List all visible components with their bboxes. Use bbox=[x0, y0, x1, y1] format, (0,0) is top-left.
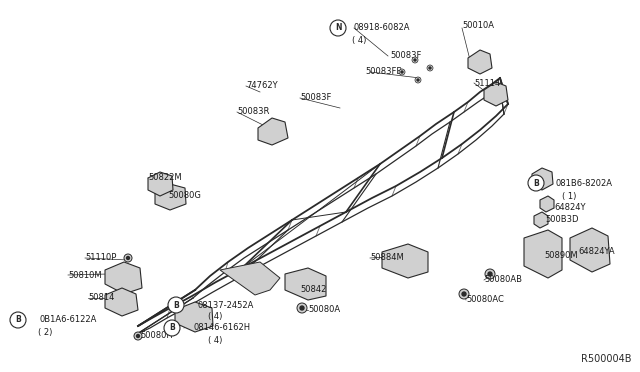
Circle shape bbox=[528, 175, 544, 191]
Text: 50083F: 50083F bbox=[300, 93, 332, 103]
Text: 50083R: 50083R bbox=[237, 108, 269, 116]
Text: ( 2): ( 2) bbox=[38, 327, 52, 337]
Circle shape bbox=[127, 257, 129, 260]
Circle shape bbox=[412, 57, 418, 63]
Circle shape bbox=[330, 20, 346, 36]
Circle shape bbox=[124, 254, 132, 262]
Text: B: B bbox=[169, 324, 175, 333]
Polygon shape bbox=[534, 212, 548, 228]
Polygon shape bbox=[155, 184, 186, 210]
Text: ( 1): ( 1) bbox=[562, 192, 577, 201]
Text: R500004B: R500004B bbox=[582, 354, 632, 364]
Text: 50083F: 50083F bbox=[390, 51, 421, 61]
Circle shape bbox=[459, 289, 469, 299]
Text: 0B1A6-6122A: 0B1A6-6122A bbox=[40, 315, 97, 324]
Circle shape bbox=[300, 306, 304, 310]
Text: 51110P: 51110P bbox=[85, 253, 116, 263]
Text: ( 4): ( 4) bbox=[208, 312, 222, 321]
Text: 50083FB: 50083FB bbox=[365, 67, 403, 77]
Text: 64824Y: 64824Y bbox=[554, 203, 586, 212]
Text: 50080A: 50080A bbox=[308, 305, 340, 314]
Text: B: B bbox=[15, 315, 21, 324]
Circle shape bbox=[168, 297, 184, 313]
Text: 50890M: 50890M bbox=[544, 251, 578, 260]
Circle shape bbox=[488, 272, 492, 276]
Polygon shape bbox=[285, 268, 326, 300]
Polygon shape bbox=[468, 50, 492, 74]
Circle shape bbox=[136, 334, 140, 337]
Text: ( 4): ( 4) bbox=[352, 35, 366, 45]
Circle shape bbox=[427, 65, 433, 71]
Text: 08146-6162H: 08146-6162H bbox=[194, 324, 251, 333]
Polygon shape bbox=[532, 168, 553, 190]
Polygon shape bbox=[258, 118, 288, 145]
Text: 50814: 50814 bbox=[88, 294, 115, 302]
Circle shape bbox=[415, 77, 421, 83]
Circle shape bbox=[414, 59, 416, 61]
Circle shape bbox=[399, 69, 405, 75]
Text: 50080AC: 50080AC bbox=[466, 295, 504, 305]
Circle shape bbox=[297, 303, 307, 313]
Polygon shape bbox=[105, 288, 138, 316]
Text: 50842: 50842 bbox=[300, 285, 326, 295]
Text: 50080H: 50080H bbox=[140, 331, 173, 340]
Text: B: B bbox=[533, 179, 539, 187]
Polygon shape bbox=[105, 262, 142, 294]
Circle shape bbox=[417, 79, 419, 81]
Circle shape bbox=[401, 71, 403, 73]
Text: 081B6-8202A: 081B6-8202A bbox=[555, 179, 612, 187]
Circle shape bbox=[462, 292, 466, 296]
Polygon shape bbox=[220, 262, 280, 295]
Text: 74762Y: 74762Y bbox=[246, 81, 278, 90]
Circle shape bbox=[134, 332, 142, 340]
Polygon shape bbox=[382, 244, 428, 278]
Circle shape bbox=[485, 269, 495, 279]
Text: 50884M: 50884M bbox=[370, 253, 404, 263]
Polygon shape bbox=[524, 230, 562, 278]
Circle shape bbox=[164, 320, 180, 336]
Text: N: N bbox=[335, 23, 341, 32]
Polygon shape bbox=[484, 82, 508, 106]
Polygon shape bbox=[570, 228, 610, 272]
Polygon shape bbox=[148, 172, 173, 196]
Text: 51114: 51114 bbox=[474, 78, 500, 87]
Text: 500B3D: 500B3D bbox=[545, 215, 579, 224]
Text: 08137-2452A: 08137-2452A bbox=[198, 301, 254, 310]
Text: 64824YA: 64824YA bbox=[578, 247, 614, 257]
Text: B: B bbox=[173, 301, 179, 310]
Text: 50010A: 50010A bbox=[462, 20, 494, 29]
Circle shape bbox=[429, 67, 431, 69]
Text: 50810M: 50810M bbox=[68, 270, 102, 279]
Polygon shape bbox=[175, 302, 213, 332]
Text: ( 4): ( 4) bbox=[208, 336, 222, 344]
Circle shape bbox=[10, 312, 26, 328]
Text: 50080AB: 50080AB bbox=[484, 276, 522, 285]
Polygon shape bbox=[540, 196, 554, 212]
Text: 08918-6082A: 08918-6082A bbox=[353, 23, 410, 32]
Text: 50822M: 50822M bbox=[148, 173, 182, 183]
Text: 50080G: 50080G bbox=[168, 192, 201, 201]
